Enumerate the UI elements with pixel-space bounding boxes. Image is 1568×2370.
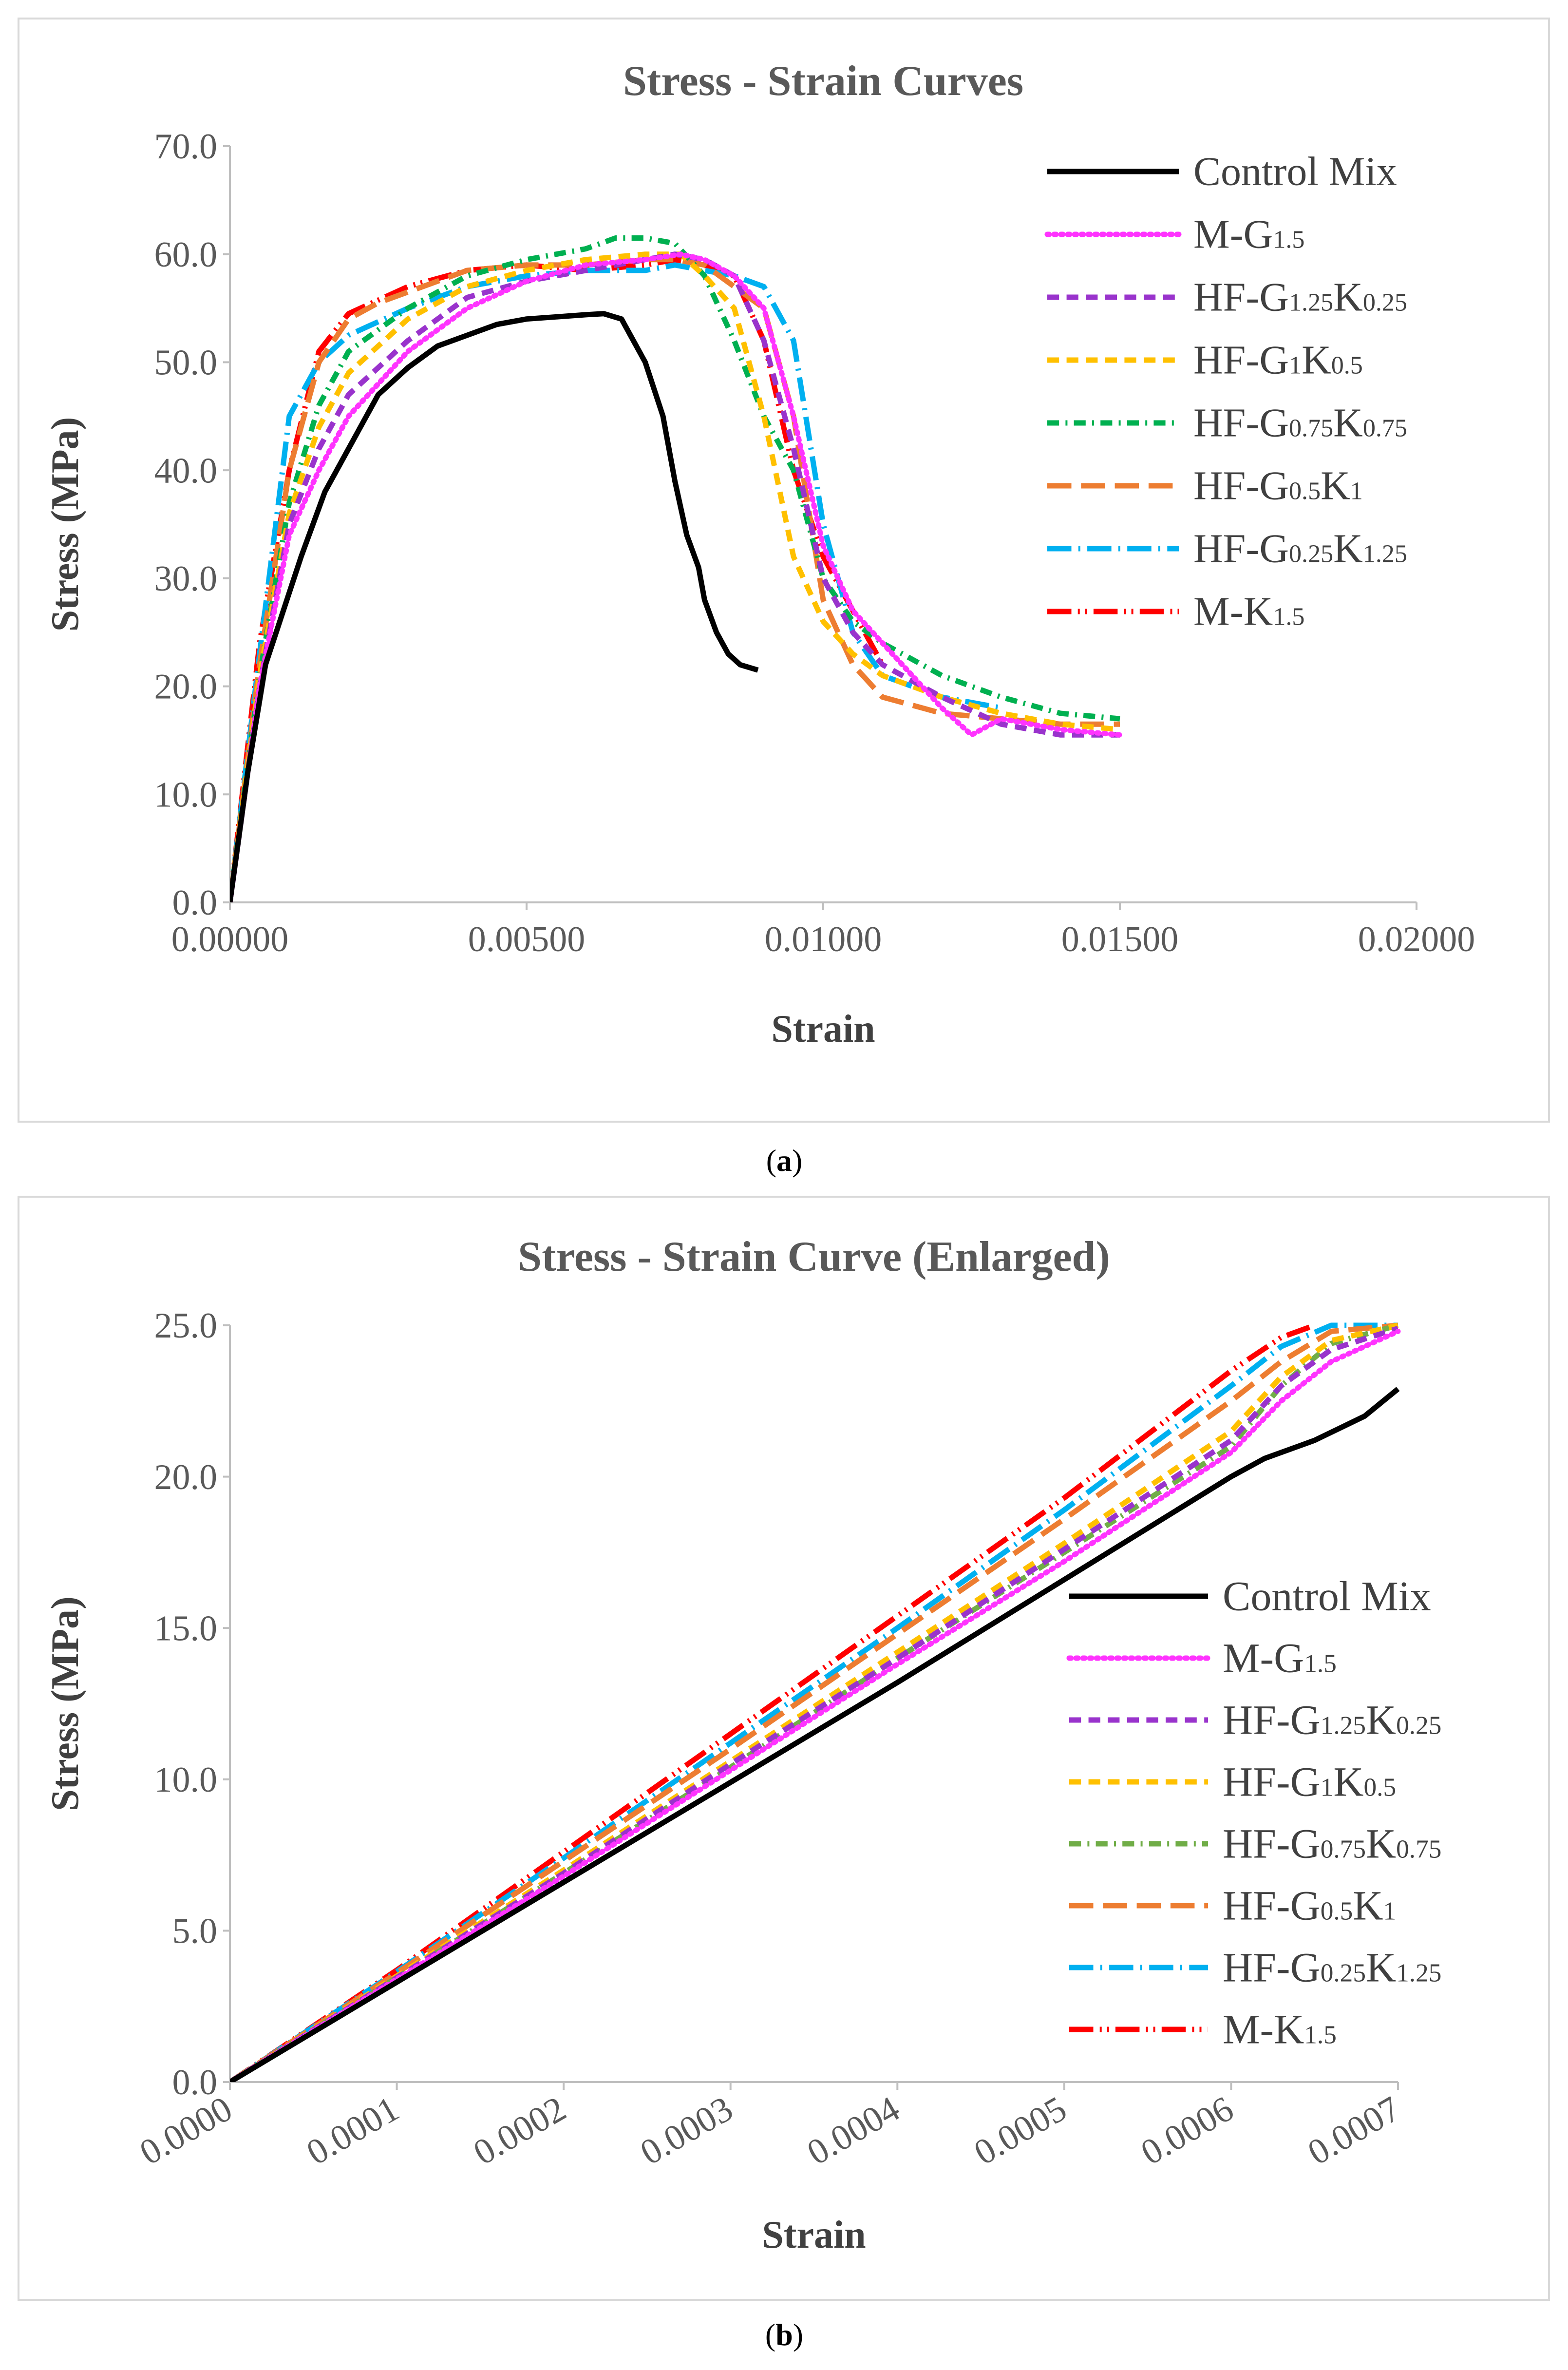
y-tick-label: 10.0 xyxy=(154,775,218,815)
chart-title: Stress - Strain Curves xyxy=(623,57,1023,105)
series-line-hf-g1k0-5 xyxy=(230,251,1120,902)
y-tick-label: 0.0 xyxy=(172,883,218,923)
x-tick-label: 0.01000 xyxy=(765,919,882,959)
legend-label: HF-G1K0.5 xyxy=(1223,1758,1396,1805)
x-tick-label: 0.0005 xyxy=(967,2089,1073,2173)
x-axis-label: Strain xyxy=(771,1008,875,1051)
legend-label: M-K1.5 xyxy=(1193,589,1304,634)
series-line-m-g1-5 xyxy=(230,1328,1401,2082)
series-line-m-g1-5 xyxy=(230,251,1123,902)
chart-title: Stress - Strain Curve (Enlarged) xyxy=(518,1233,1110,1281)
legend-label: HF-G0.25K1.25 xyxy=(1193,526,1407,572)
caption-a: (a) xyxy=(766,1143,803,1178)
stress-strain-chart: Stress - Strain Curves 0.0 10.0 20.0 30.0 40.… xyxy=(44,57,1475,1051)
y-tick-label: 70.0 xyxy=(154,127,218,167)
x-tick-label: 0.01500 xyxy=(1061,919,1179,959)
x-tick-label: 0.0007 xyxy=(1301,2089,1407,2173)
legend-label: Control Mix xyxy=(1223,1572,1431,1619)
y-tick-label: 20.0 xyxy=(154,667,218,707)
legend-label: HF-G1.25K0.25 xyxy=(1193,275,1407,320)
y-tick-label: 5.0 xyxy=(172,1911,218,1951)
y-tick-label: 20.0 xyxy=(154,1457,218,1497)
y-tick-label: 15.0 xyxy=(154,1608,218,1648)
series-line-m-k1-5 xyxy=(230,1322,1316,2082)
chart-panel-a: Stress - Strain Curves 0.0 10.0 20.0 30.0 40.… xyxy=(18,18,1550,1123)
y-tick-label: 60.0 xyxy=(154,235,218,275)
legend-label: M-K1.5 xyxy=(1223,2006,1337,2052)
x-tick-label: 0.0006 xyxy=(1134,2089,1240,2173)
series-line-hf-g0-75k0-75 xyxy=(230,235,1120,902)
stress-strain-enlarged-chart: Stress - Strain Curve (Enlarged) 0.0 5.0 10… xyxy=(44,1233,1441,2256)
legend-label: HF-G0.5K1 xyxy=(1193,463,1363,509)
series-line-hf-g1-25k0-25 xyxy=(230,251,1120,902)
x-tick-label: 0.02000 xyxy=(1358,919,1475,959)
legend-label: HF-G0.5K1 xyxy=(1223,1882,1396,1929)
legend-label: HF-G1.25K0.25 xyxy=(1223,1696,1441,1743)
legend-label: HF-G0.25K1.25 xyxy=(1223,1944,1441,1990)
y-tick-label: 50.0 xyxy=(154,343,218,383)
legend-label: Control Mix xyxy=(1193,149,1397,194)
x-axis-label: Strain xyxy=(762,2214,866,2256)
series-line-hf-g0-25k1-25 xyxy=(230,1322,1398,2082)
caption-b: (b) xyxy=(765,2317,804,2352)
y-tick-label: 30.0 xyxy=(154,559,218,599)
legend-label: HF-G0.75K0.75 xyxy=(1223,1820,1441,1867)
x-tick-label: 0.0001 xyxy=(300,2089,406,2173)
y-tick-label: 25.0 xyxy=(154,1306,218,1346)
legend-label: HF-G0.75K0.75 xyxy=(1193,401,1407,446)
legend-label: HF-G1K0.5 xyxy=(1193,338,1363,383)
series-line-control-mix xyxy=(230,1387,1400,2082)
x-tick-label: 0.0003 xyxy=(634,2089,739,2173)
x-tick-label: 0.00500 xyxy=(468,919,586,959)
y-axis-label: Stress (MPa) xyxy=(44,417,87,632)
x-tick-label: 0.00000 xyxy=(171,919,289,959)
series-line-hf-g0-25k1-25 xyxy=(230,262,1002,902)
chart-panel-b: Stress - Strain Curve (Enlarged) 0.0 5.0 10… xyxy=(18,1196,1550,2301)
y-tick-label: 10.0 xyxy=(154,1760,218,1800)
series-line-control-mix xyxy=(230,311,759,902)
y-tick-label: 0.0 xyxy=(172,2063,218,2102)
legend-label: M-G1.5 xyxy=(1223,1634,1337,1681)
x-tick-label: 0.0002 xyxy=(467,2089,572,2173)
series-line-hf-g0-5k1 xyxy=(230,257,1120,902)
y-axis-label: Stress (MPa) xyxy=(44,1596,87,1811)
series-line-hf-g0-5k1 xyxy=(230,1322,1398,2082)
x-tick-label: 0.0004 xyxy=(801,2089,907,2173)
legend-label: M-G1.5 xyxy=(1193,212,1304,257)
y-tick-label: 40.0 xyxy=(154,451,218,491)
